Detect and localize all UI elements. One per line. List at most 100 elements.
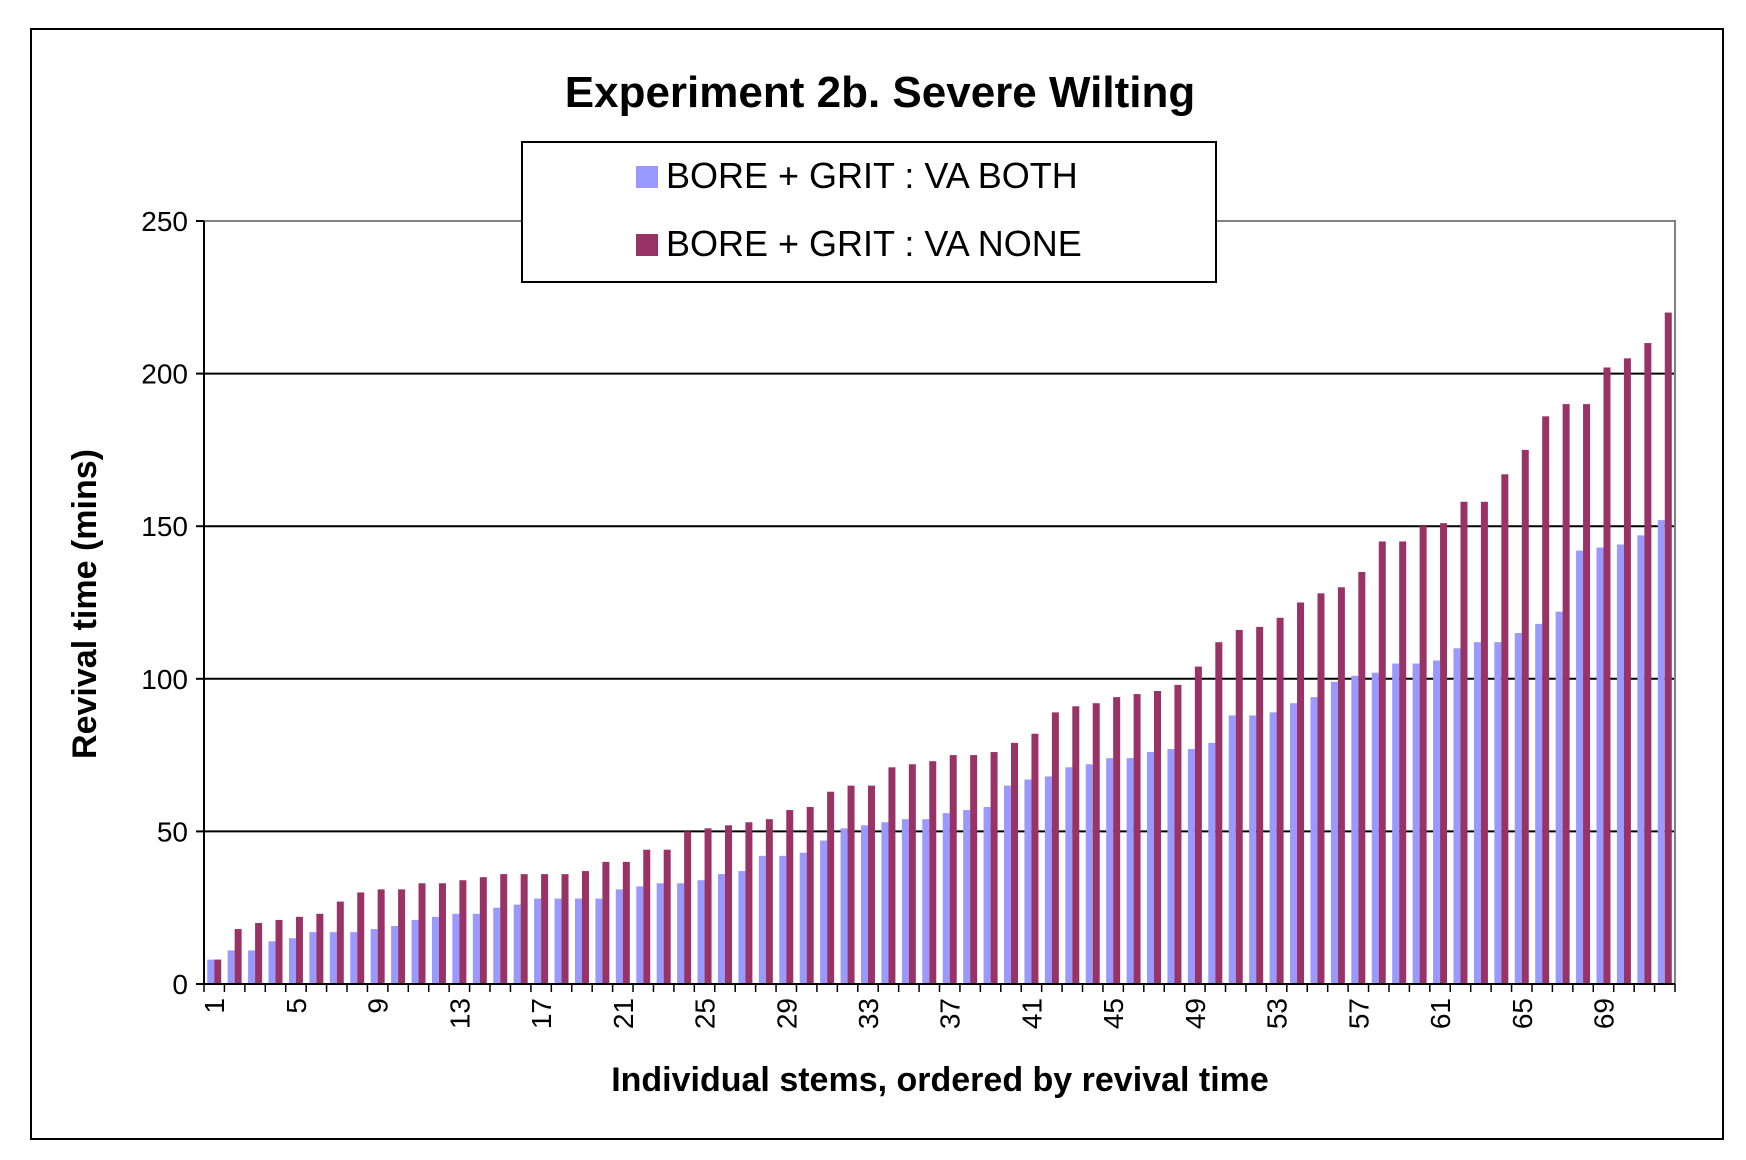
x-tick-label: 21 (608, 998, 639, 1029)
bar-va-both (677, 883, 685, 984)
bar-va-none (806, 806, 814, 984)
bar-va-none (1276, 617, 1284, 984)
bar-va-both (1330, 681, 1338, 984)
bar-va-none (1235, 629, 1243, 984)
bar-va-none (1092, 703, 1100, 984)
bar-va-both (1494, 642, 1502, 984)
bar-va-none (459, 880, 467, 984)
legend-label-va-both: BORE + GRIT : VA BOTH (666, 155, 1078, 196)
bar-va-none (398, 889, 406, 984)
bar-va-none (1358, 571, 1366, 984)
bar-va-none (214, 959, 222, 984)
x-tick-label: 5 (281, 998, 312, 1014)
bar-va-none (1664, 312, 1672, 984)
bar-va-both (1596, 547, 1604, 984)
bar-va-none (500, 874, 508, 984)
bar-va-none (234, 929, 242, 984)
bar-va-none (929, 761, 937, 984)
bar-va-both (1576, 550, 1584, 984)
bar-va-none (1644, 343, 1652, 985)
bar-va-both (431, 916, 439, 984)
bar-va-both (983, 806, 991, 984)
bar-va-none (1623, 358, 1631, 985)
chart-title: Experiment 2b. Severe Wilting (565, 68, 1195, 117)
x-tick-label: 17 (526, 998, 557, 1029)
x-tick-label: 65 (1507, 998, 1538, 1029)
bar-va-both (493, 907, 501, 984)
bar-va-both (207, 959, 215, 984)
bar-va-both (1310, 697, 1318, 984)
x-tick-label: 69 (1588, 998, 1619, 1029)
bar-va-both (901, 819, 909, 984)
bar-va-none (745, 822, 753, 984)
bar-va-both (1473, 642, 1481, 984)
bar-va-none (1072, 706, 1080, 984)
bar-va-both (268, 941, 276, 984)
bar-va-both (840, 828, 848, 984)
bar-va-none (908, 764, 916, 984)
bar-va-none (663, 849, 671, 984)
bar-va-both (738, 871, 746, 984)
bar-va-both (227, 950, 235, 984)
bar-va-none (1480, 501, 1488, 984)
bar-va-none (295, 916, 303, 984)
bar-va-both (1065, 767, 1073, 984)
bar-va-none (765, 819, 773, 984)
bar-va-both (1106, 758, 1114, 984)
bar-va-none (1521, 449, 1529, 984)
bar-va-none (541, 874, 549, 984)
bar-va-both (1555, 611, 1563, 984)
bar-va-none (1337, 587, 1345, 984)
bar-va-both (1412, 663, 1420, 984)
bar-va-both (963, 810, 971, 984)
bar-va-both (248, 950, 256, 984)
bar-va-both (881, 822, 889, 984)
x-tick-label: 61 (1425, 998, 1456, 1029)
bar-va-both (820, 840, 828, 984)
bar-va-both (1167, 749, 1175, 984)
y-tick-label: 250 (141, 206, 188, 237)
x-tick-label: 1 (199, 998, 230, 1014)
bar-va-none (602, 861, 610, 984)
bar-va-both (1535, 623, 1543, 984)
bar-va-both (391, 926, 399, 984)
x-tick-label: 41 (1016, 998, 1047, 1029)
bar-va-none (1501, 474, 1509, 984)
bar-va-both (942, 813, 950, 984)
bar-va-none (1154, 691, 1162, 984)
bar-va-both (1514, 633, 1522, 984)
legend-swatch-va-none (636, 234, 658, 256)
y-tick-label: 50 (157, 816, 188, 847)
bar-va-both (452, 913, 460, 984)
bar-va-none (581, 871, 589, 984)
bar-va-none (520, 874, 528, 984)
bar-va-none (1194, 666, 1202, 984)
bar-va-both (1433, 660, 1441, 984)
bar-va-both (350, 932, 358, 984)
bar-va-none (1460, 501, 1468, 984)
y-tick-label: 100 (141, 664, 188, 695)
bar-va-none (622, 861, 630, 984)
bar-va-none (561, 874, 569, 984)
bar-va-both (329, 932, 337, 984)
y-tick-label: 200 (141, 359, 188, 390)
bar-va-both (534, 898, 542, 984)
bar-va-none (1174, 684, 1182, 984)
bar-va-none (1378, 541, 1386, 984)
x-tick-label: 45 (1098, 998, 1129, 1029)
y-tick-label: 0 (172, 969, 188, 1000)
bar-va-both (472, 913, 480, 984)
x-tick-label: 29 (771, 998, 802, 1029)
bar-va-both (411, 919, 419, 984)
bar-va-both (799, 852, 807, 984)
bar-va-none (724, 825, 732, 984)
bar-va-both (758, 855, 766, 984)
x-tick-label: 37 (935, 998, 966, 1029)
bar-va-none (418, 883, 426, 984)
bar-va-both (922, 819, 930, 984)
bar-va-none (847, 785, 855, 984)
x-tick-label: 9 (363, 998, 394, 1014)
bar-va-both (1187, 749, 1195, 984)
bar-va-both (1085, 764, 1093, 984)
